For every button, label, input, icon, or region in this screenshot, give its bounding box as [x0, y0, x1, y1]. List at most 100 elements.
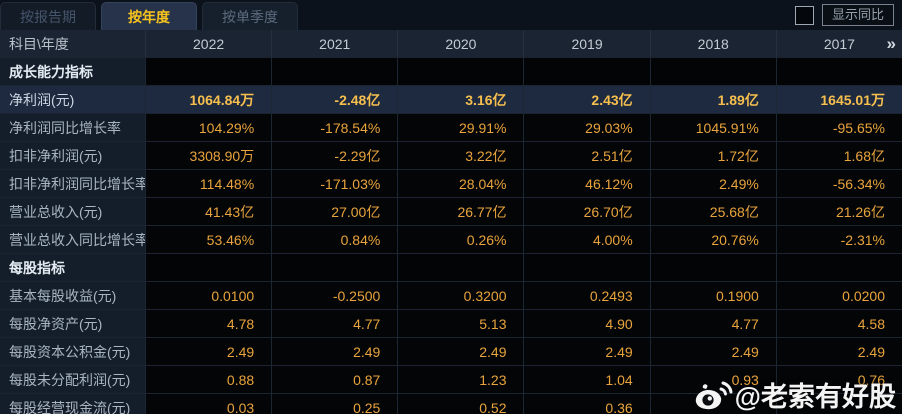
period-tabbar: 按报告期 按年度 按单季度 显示同比: [0, 0, 902, 30]
year-column-header: 2022: [145, 30, 271, 57]
more-columns-arrow[interactable]: »: [886, 33, 896, 53]
table-row[interactable]: 营业总收入同比增长率 53.46% 0.84% 0.26% 4.00% 20.76% -2.…: [0, 226, 902, 254]
year-column-header: 2020: [397, 30, 523, 57]
section-row[interactable]: 成长能力指标: [0, 58, 902, 86]
cell-value: 0.87: [271, 366, 398, 393]
cell-value: -2.31%: [775, 226, 902, 253]
section-row[interactable]: 每股指标: [0, 254, 902, 282]
cell-value: [397, 254, 524, 281]
cell-value: 1045.91%: [649, 114, 776, 141]
row-label: 每股未分配利润(元): [0, 366, 145, 393]
table-row[interactable]: 扣非净利润同比增长率 114.48% -171.03% 28.04% 46.12% 2.4…: [0, 170, 902, 198]
cell-value: [271, 58, 398, 85]
cell-value: [523, 58, 650, 85]
cell-value: 4.77: [649, 310, 776, 337]
table-row[interactable]: 基本每股收益(元) 0.0100 -0.2500 0.3200 0.2493 0.1900…: [0, 282, 902, 310]
cell-value: [775, 394, 902, 414]
cell-value: 0.0100: [145, 282, 272, 309]
cell-value: 1645.01万: [775, 86, 902, 113]
cell-value: -0.2500: [271, 282, 398, 309]
cell-value: 0.25: [271, 394, 398, 414]
cell-value: 2.43亿: [523, 86, 650, 113]
row-label: 净利润同比增长率: [0, 114, 145, 141]
cell-value: 104.29%: [145, 114, 272, 141]
cell-value: 0.76: [775, 366, 902, 393]
cell-value: [649, 58, 776, 85]
cell-value: 2.49%: [649, 170, 776, 197]
cell-value: -56.34%: [775, 170, 902, 197]
cell-value: 29.03%: [523, 114, 650, 141]
table-row[interactable]: 每股未分配利润(元) 0.88 0.87 1.23 1.04 0.93 0.76: [0, 366, 902, 394]
cell-value: 1.04: [523, 366, 650, 393]
table-row[interactable]: 每股净资产(元) 4.78 4.77 5.13 4.90 4.77 4.58: [0, 310, 902, 338]
cell-value: 41.43亿: [145, 198, 272, 225]
cell-value: 2.49: [775, 338, 902, 365]
cell-value: 0.26%: [397, 226, 524, 253]
row-label: 每股资本公积金(元): [0, 338, 145, 365]
row-label: 每股净资产(元): [0, 310, 145, 337]
cell-value: 2.49: [145, 338, 272, 365]
financials-table: 科目\年度 2022 2021 2020 2019 2018 2017» 成长能力指标 净利润(…: [0, 30, 902, 414]
cell-value: 0.3200: [397, 282, 524, 309]
cell-value: 1.72亿: [649, 142, 776, 169]
show-yoy-label[interactable]: 显示同比: [821, 4, 894, 26]
cell-value: 0.2493: [523, 282, 650, 309]
cell-value: 1.89亿: [649, 86, 776, 113]
cell-value: 3308.90万: [145, 142, 272, 169]
cell-value: [145, 254, 272, 281]
cell-value: [271, 254, 398, 281]
cell-value: [649, 254, 776, 281]
tab-single-quarter[interactable]: 按单季度: [202, 2, 298, 30]
tab-report-period[interactable]: 按报告期: [0, 2, 96, 30]
cell-value: 29.91%: [397, 114, 524, 141]
cell-value: 1.23: [397, 366, 524, 393]
cell-value: 28.04%: [397, 170, 524, 197]
show-yoy-checkbox[interactable]: [794, 5, 814, 25]
cell-value: [649, 394, 776, 414]
tab-annual[interactable]: 按年度: [101, 2, 197, 30]
cell-value: 0.36: [523, 394, 650, 414]
cell-value: 5.13: [397, 310, 524, 337]
section-label: 成长能力指标: [0, 58, 145, 85]
cell-value: 114.48%: [145, 170, 272, 197]
cell-value: 0.93: [649, 366, 776, 393]
year-column-header: 2018: [649, 30, 776, 57]
row-label: 扣非净利润同比增长率: [0, 170, 145, 197]
table-header-row: 科目\年度 2022 2021 2020 2019 2018 2017»: [0, 30, 902, 58]
table-row[interactable]: 每股资本公积金(元) 2.49 2.49 2.49 2.49 2.49 2.49: [0, 338, 902, 366]
table-row[interactable]: 扣非净利润(元) 3308.90万 -2.29亿 3.22亿 2.51亿 1.72亿 1.6…: [0, 142, 902, 170]
row-label: 营业总收入同比增长率: [0, 226, 145, 253]
table-row[interactable]: 净利润(元) 1064.84万 -2.48亿 3.16亿 2.43亿 1.89亿 1645.…: [0, 86, 902, 114]
cell-value: -171.03%: [271, 170, 398, 197]
cell-value: -2.29亿: [271, 142, 398, 169]
cell-value: 2.49: [397, 338, 524, 365]
cell-value: 20.76%: [649, 226, 776, 253]
cell-value: 4.78: [145, 310, 272, 337]
cell-value: 1.68亿: [775, 142, 902, 169]
cell-value: 27.00亿: [271, 198, 398, 225]
cell-value: 0.84%: [271, 226, 398, 253]
cell-value: 2.49: [271, 338, 398, 365]
cell-value: 1064.84万: [145, 86, 272, 113]
row-label: 营业总收入(元): [0, 198, 145, 225]
cell-value: 0.1900: [649, 282, 776, 309]
cell-value: 4.58: [775, 310, 902, 337]
year-column-header: 2021: [271, 30, 397, 57]
cell-value: -95.65%: [775, 114, 902, 141]
cell-value: [523, 254, 650, 281]
cell-value: 26.70亿: [523, 198, 650, 225]
row-label: 每股经营现金流(元): [0, 394, 145, 414]
section-label: 每股指标: [0, 254, 145, 281]
year-column-header: 2019: [523, 30, 649, 57]
table-row[interactable]: 净利润同比增长率 104.29% -178.54% 29.91% 29.03% 1045.…: [0, 114, 902, 142]
cell-value: 2.49: [523, 338, 650, 365]
row-label: 扣非净利润(元): [0, 142, 145, 169]
cell-value: 4.00%: [523, 226, 650, 253]
cell-value: 2.49: [649, 338, 776, 365]
table-row[interactable]: 营业总收入(元) 41.43亿 27.00亿 26.77亿 26.70亿 25.68亿 21…: [0, 198, 902, 226]
cell-value: 21.26亿: [775, 198, 902, 225]
year-column-header: 2017»: [775, 30, 902, 57]
table-row[interactable]: 每股经营现金流(元) 0.03 0.25 0.52 0.36: [0, 394, 902, 414]
cell-value: 2.51亿: [523, 142, 650, 169]
